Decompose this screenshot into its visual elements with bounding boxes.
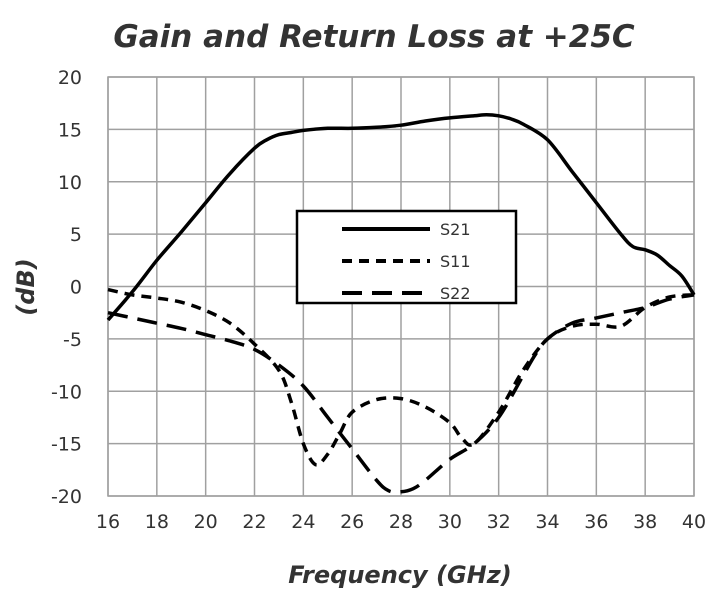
x-tick-label: 16 — [96, 511, 120, 533]
y-tick-label: 5 — [70, 224, 82, 246]
x-tick-label: 32 — [487, 511, 511, 533]
series-line-s22 — [107, 293, 695, 494]
x-tick-label: 40 — [682, 511, 706, 533]
y-tick-label: -20 — [51, 486, 82, 508]
y-tick-label: 15 — [58, 119, 82, 141]
x-tick-label: 30 — [438, 511, 462, 533]
x-tick-label: 38 — [633, 511, 657, 533]
x-tick-label: 24 — [291, 511, 315, 533]
legend-box — [295, 209, 518, 305]
series-line-s11 — [107, 287, 695, 467]
legend-label-s21: S21 — [440, 220, 471, 239]
y-tick-label: -5 — [63, 329, 82, 351]
legend-label-s22: S22 — [440, 284, 471, 303]
x-tick-label: 36 — [584, 511, 608, 533]
y-tick-label: 10 — [58, 172, 82, 194]
legend-label-s11: S11 — [440, 252, 471, 271]
y-tick-label: 0 — [70, 277, 82, 299]
y-axis-label: (dB) — [12, 258, 40, 315]
y-tick-label: 20 — [58, 67, 82, 89]
x-tick-label: 26 — [340, 511, 364, 533]
series-line-s21 — [106, 112, 696, 322]
y-tick-label: -15 — [51, 434, 82, 456]
series-layer — [106, 112, 696, 494]
y-axis-ticks: 20 15 10 5 0 -5 -10 -15 -20 — [51, 67, 82, 508]
x-tick-label: 28 — [389, 511, 413, 533]
x-axis-label: Frequency (GHz) — [288, 561, 511, 589]
x-tick-label: 20 — [194, 511, 218, 533]
x-tick-label: 22 — [242, 511, 266, 533]
x-tick-label: 34 — [535, 511, 559, 533]
x-axis-ticks: 16 18 20 22 24 26 28 30 32 34 36 38 40 — [96, 511, 706, 533]
x-tick-label: 18 — [145, 511, 169, 533]
plot-frame — [107, 76, 695, 497]
y-tick-label: -10 — [51, 381, 82, 403]
chart-title: Gain and Return Loss at +25C — [113, 19, 635, 55]
legend: S21 S11 S22 — [295, 209, 518, 305]
